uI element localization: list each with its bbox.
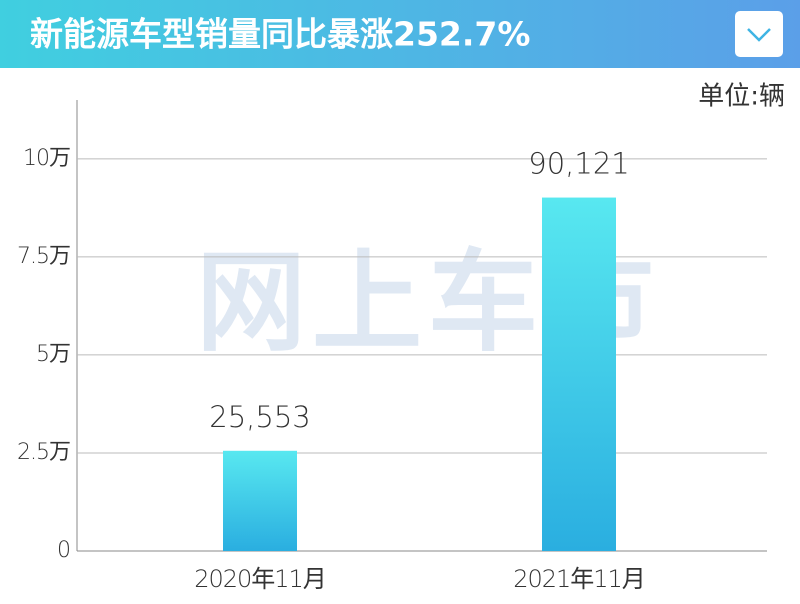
x-tick-label: 2020年11月 xyxy=(194,565,326,593)
chart-title: 新能源车型销量同比暴涨252.7% xyxy=(30,15,530,54)
bar xyxy=(223,450,297,551)
value-label: 90,121 xyxy=(528,147,629,181)
value-label: 25,553 xyxy=(209,400,310,434)
unit-label: 单位:辆 xyxy=(698,82,785,112)
y-tick-label: 5万 xyxy=(36,342,70,367)
y-tick-label: 7.5万 xyxy=(17,244,70,269)
x-tick-label: 2021年11月 xyxy=(513,565,645,593)
y-tick-label: 0 xyxy=(57,538,70,563)
chevron-icon xyxy=(747,28,771,42)
y-tick-label: 2.5万 xyxy=(17,440,70,465)
dropdown-button[interactable] xyxy=(735,11,783,57)
bar xyxy=(542,197,616,551)
header-bar xyxy=(0,0,800,68)
y-tick-label: 10万 xyxy=(23,146,70,171)
